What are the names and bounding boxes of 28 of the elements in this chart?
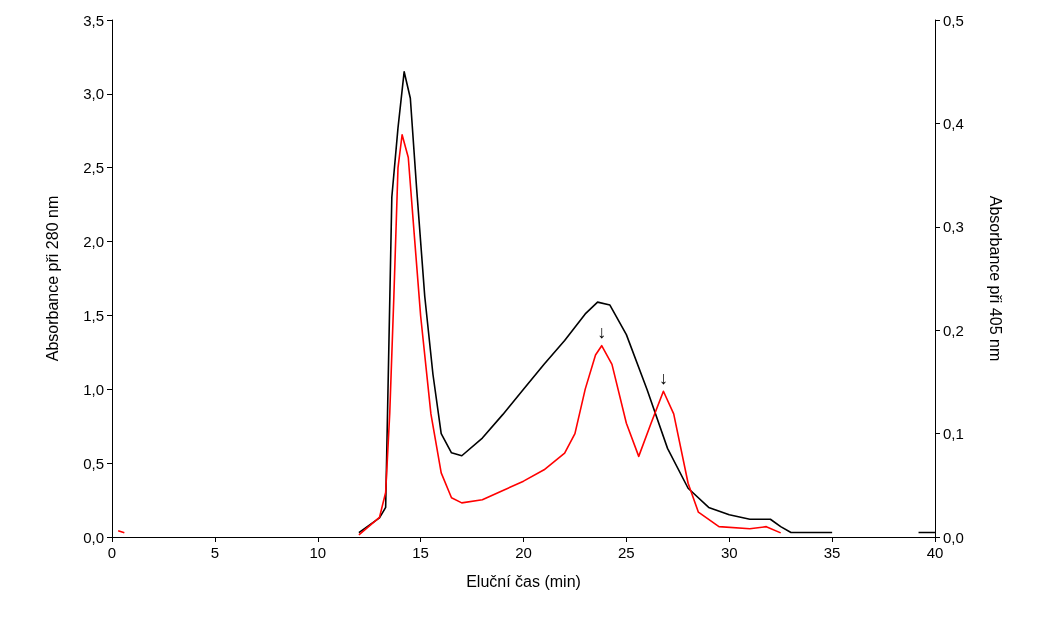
y-tick-label: 3,5 [83,11,104,29]
y-tick-label: 2,5 [83,159,104,177]
y-tick-label: 1,0 [83,380,104,398]
x-tick-label: 40 [926,544,944,561]
y2-tick-label: 0,0 [943,528,964,546]
y-axis-title: Absorbance při 280 nm [43,195,61,362]
y-tick-label: 2,0 [83,233,104,251]
x-tick-label: 10 [309,544,327,561]
x-tick-label: 25 [618,544,635,561]
y-tick-label: 0,5 [83,454,104,472]
y-tick-label: 1,5 [83,306,104,324]
x-tick-label: 20 [515,544,532,561]
x-axis-title: Eluční čas (min) [466,572,581,590]
y2-axis-title: Absorbance při 405 nm [986,195,1004,362]
annotation: ↓ [597,321,607,342]
y2-tick-label: 0,3 [943,218,964,236]
x-tick-label: 15 [412,544,429,561]
annotation: ↓ [658,367,668,388]
y2-tick-label: 0,1 [943,425,964,443]
x-tick-label: 5 [210,544,220,561]
y-tick-label: 3,0 [83,85,104,103]
y-tick-label: 0,0 [83,528,104,546]
y2-tick-label: 0,2 [943,321,964,339]
x-tick-label: 35 [823,544,841,561]
y2-tick-label: 0,5 [943,11,964,29]
y2-tick-label: 0,4 [943,114,964,132]
x-tick-label: 30 [720,544,738,561]
x-tick-label: 0 [107,544,117,561]
